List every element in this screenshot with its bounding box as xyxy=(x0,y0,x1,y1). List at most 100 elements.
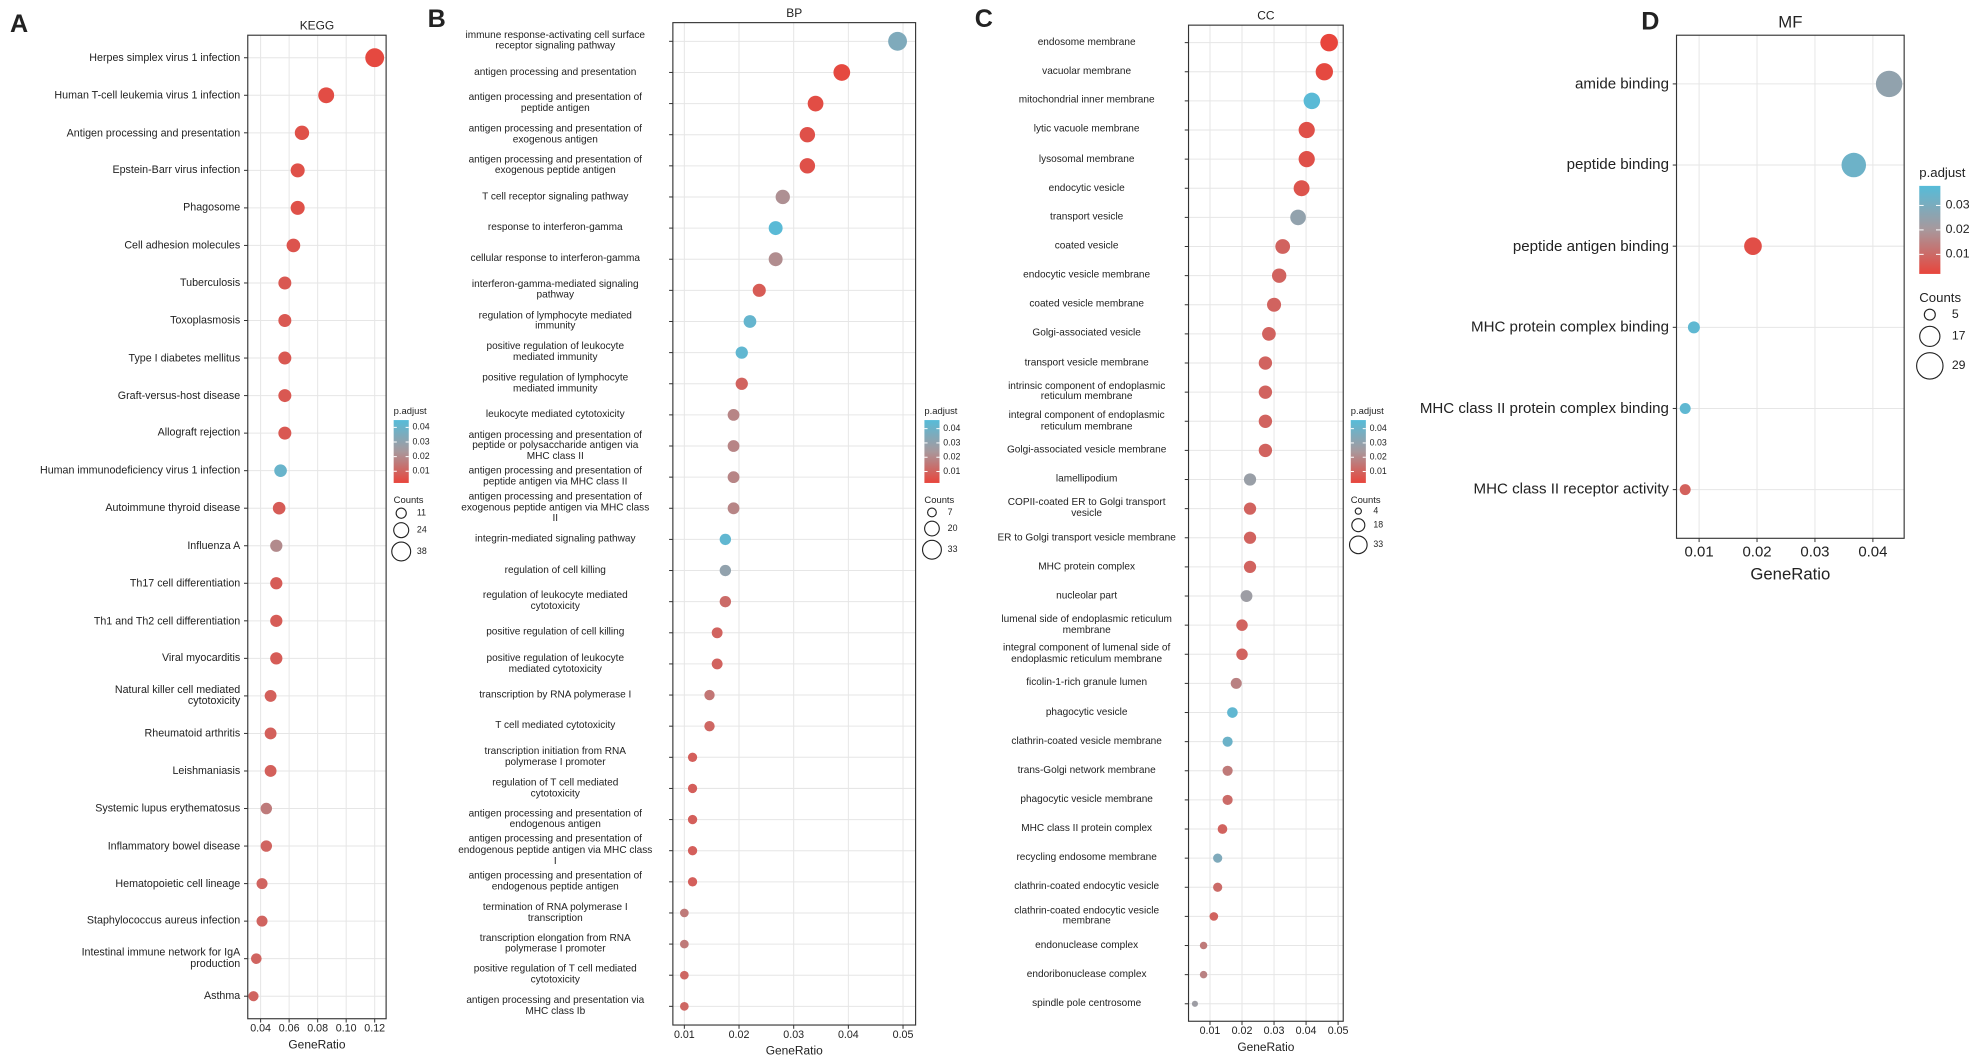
dot xyxy=(1290,209,1306,226)
dot xyxy=(1262,327,1276,341)
size-legend-key xyxy=(1916,352,1944,380)
dot xyxy=(1213,853,1223,863)
y-category-label: Natural killer cell mediated cytotoxicit… xyxy=(114,683,241,708)
y-category-label: antigen processing and presentation via … xyxy=(466,994,645,1017)
color-legend-label: 0.04 xyxy=(413,422,430,432)
color-legend-label: 0.03 xyxy=(1370,437,1387,447)
dot xyxy=(719,595,732,608)
dot xyxy=(1222,765,1233,776)
panel-title: CC xyxy=(1257,9,1275,23)
color-legend-title: p.adjust xyxy=(1351,405,1384,416)
dot xyxy=(1243,531,1257,544)
y-category-label: peptide binding xyxy=(1566,155,1669,174)
size-legend-label: 11 xyxy=(417,508,426,518)
dot xyxy=(687,783,698,794)
dot xyxy=(264,689,277,702)
x-tick-label: 0.04 xyxy=(1858,543,1887,560)
color-legend-label: 0.03 xyxy=(413,436,430,446)
y-category-label: Type I diabetes mellitus xyxy=(128,351,241,364)
y-category-label: vacuolar membrane xyxy=(1042,65,1132,77)
dot xyxy=(274,464,287,477)
color-bar xyxy=(924,420,940,483)
x-tick-label: 0.02 xyxy=(1232,1025,1253,1037)
dot xyxy=(251,953,262,964)
dot xyxy=(1687,321,1700,334)
size-legend-label: 5 xyxy=(1952,307,1959,321)
y-category-label: Hematopoietic cell lineage xyxy=(115,876,241,890)
y-category-label: positive regulation of lymphocyte mediat… xyxy=(482,371,629,394)
dot xyxy=(1679,402,1691,414)
dot xyxy=(680,1002,689,1011)
size-legend-title: Counts xyxy=(924,494,954,505)
y-category-label: antigen processing and presentation of e… xyxy=(468,153,642,176)
x-axis-label: GeneRatio xyxy=(766,1044,823,1058)
dot xyxy=(1875,70,1903,98)
size-legend-key xyxy=(1923,308,1936,321)
plot-border xyxy=(672,22,917,1026)
dot xyxy=(1199,941,1208,950)
dot xyxy=(833,64,851,81)
y-category-label: clathrin-coated endocytic vesicle membra… xyxy=(1014,904,1160,927)
y-category-label: leukocyte mediated cytotoxicity xyxy=(485,408,625,420)
x-tick-label: 0.06 xyxy=(279,1023,300,1035)
dot xyxy=(680,939,689,949)
x-tick-label: 0.03 xyxy=(783,1029,804,1041)
y-category-label: transcription by RNA polymerase I xyxy=(479,688,632,700)
y-category-label: transcription elongation from RNA polyme… xyxy=(479,931,631,955)
color-bar xyxy=(1350,420,1366,483)
dot xyxy=(680,970,689,980)
y-category-label: cellular response to interferon-gamma xyxy=(470,252,640,264)
x-tick-label: 0.01 xyxy=(1685,543,1714,560)
plot-border xyxy=(1187,24,1344,1022)
dot xyxy=(365,48,385,68)
y-category-label: COPII-coated ER to Golgi transport vesic… xyxy=(1007,496,1166,519)
y-category-label: ER to Golgi transport vesicle membrane xyxy=(997,531,1176,543)
y-category-label: regulation of lymphocyte mediated immuni… xyxy=(478,309,632,332)
y-category-label: Rheumatoid arthritis xyxy=(144,726,241,739)
y-category-label: Human immunodeficiency virus 1 infection xyxy=(39,463,241,477)
dot xyxy=(1213,882,1223,892)
dot xyxy=(270,652,283,665)
y-category-label: Allograft rejection xyxy=(157,426,241,439)
y-category-label: peptide antigen binding xyxy=(1512,236,1669,255)
dot xyxy=(1222,794,1233,805)
x-tick-label: 0.05 xyxy=(1328,1025,1349,1037)
color-legend-label: 0.02 xyxy=(1946,222,1970,236)
dot xyxy=(278,351,292,365)
y-category-label: regulation of T cell mediated cytotoxici… xyxy=(492,776,619,799)
panel-letter: A xyxy=(10,10,28,38)
color-legend-label: 0.04 xyxy=(943,423,960,433)
size-legend-label: 7 xyxy=(948,507,953,517)
dot xyxy=(1243,560,1257,574)
dot xyxy=(278,426,292,440)
y-category-label: antigen processing and presentation of e… xyxy=(461,490,650,524)
plot-background xyxy=(1676,35,1905,539)
plot-border xyxy=(247,34,387,1020)
dot xyxy=(704,720,715,732)
size-legend-key xyxy=(927,507,937,518)
dot xyxy=(1298,151,1315,168)
dot xyxy=(687,846,698,856)
x-tick-label: 0.05 xyxy=(893,1029,914,1041)
color-legend-label: 0.02 xyxy=(413,451,430,461)
y-category-label: regulation of leukocyte mediated cytotox… xyxy=(482,589,628,612)
dot xyxy=(290,163,305,178)
dot xyxy=(1275,239,1291,254)
y-category-label: mitochondrial inner membrane xyxy=(1018,94,1155,106)
dot xyxy=(318,87,335,104)
size-legend-title: Counts xyxy=(1351,494,1381,505)
y-category-label: MHC protein complex xyxy=(1038,560,1136,572)
y-category-label: Viral myocarditis xyxy=(161,651,241,664)
color-legend-label: 0.02 xyxy=(943,452,960,462)
y-category-label: MHC class II receptor activity xyxy=(1473,480,1669,498)
y-category-label: antigen processing and presentation of e… xyxy=(468,807,642,830)
dot xyxy=(294,125,310,140)
dot xyxy=(1320,33,1338,52)
plot-background xyxy=(1188,25,1344,1022)
y-category-label: termination of RNA polymerase I transcri… xyxy=(482,900,628,924)
dot xyxy=(687,877,698,887)
y-category-label: endocytic vesicle membrane xyxy=(1023,268,1151,281)
dot xyxy=(1258,443,1273,458)
